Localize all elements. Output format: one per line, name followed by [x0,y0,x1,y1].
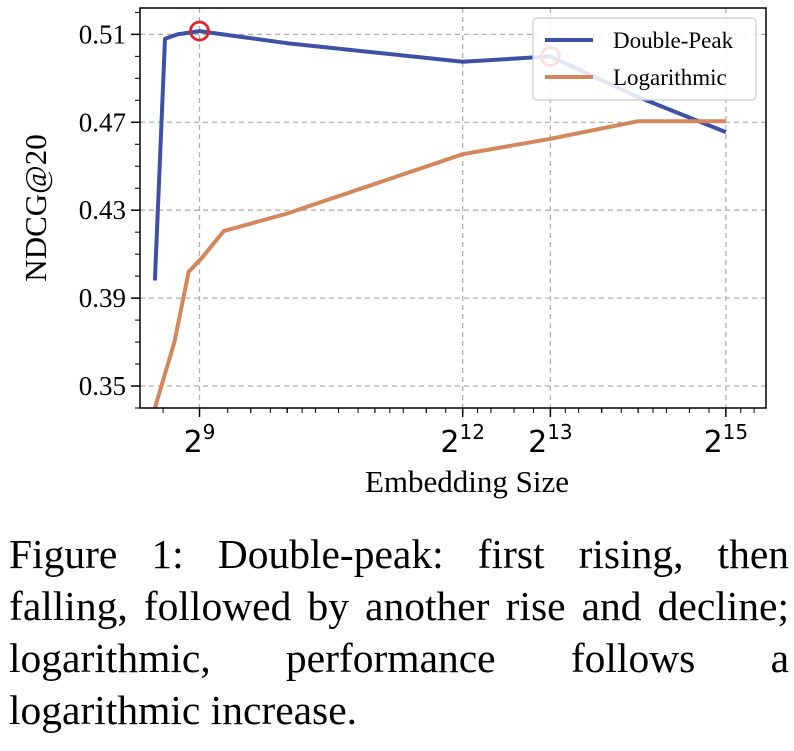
x-tick-label: 213 [528,420,573,460]
legend-label: Double-Peak [613,28,734,53]
legend: Double-Peak Logarithmic [532,17,757,101]
plot-frame [139,7,767,409]
x-tick-label: 212 [440,420,485,460]
y-tick-label: 0.51 [79,19,126,49]
figure-caption: Figure 1: Double-peak: first rising, the… [9,531,789,733]
y-tick-label: 0.35 [79,371,126,401]
series-line-logarithmic [152,119,726,409]
legend-label: Logarithmic [613,65,727,90]
y-tick-label: 0.39 [79,283,126,313]
x-axis-label: Embedding Size [365,464,569,499]
axis-ticks: 0.35 0.39 0.43 0.47 0.51 29 212 213 215 [79,11,755,460]
y-tick-label: 0.43 [79,195,126,225]
y-axis-label: NDCG@20 [18,134,53,281]
x-tick-label: 215 [704,420,749,460]
x-tick-label: 29 [184,420,216,460]
peak-marker [189,20,210,42]
y-tick-label: 0.47 [79,107,126,137]
